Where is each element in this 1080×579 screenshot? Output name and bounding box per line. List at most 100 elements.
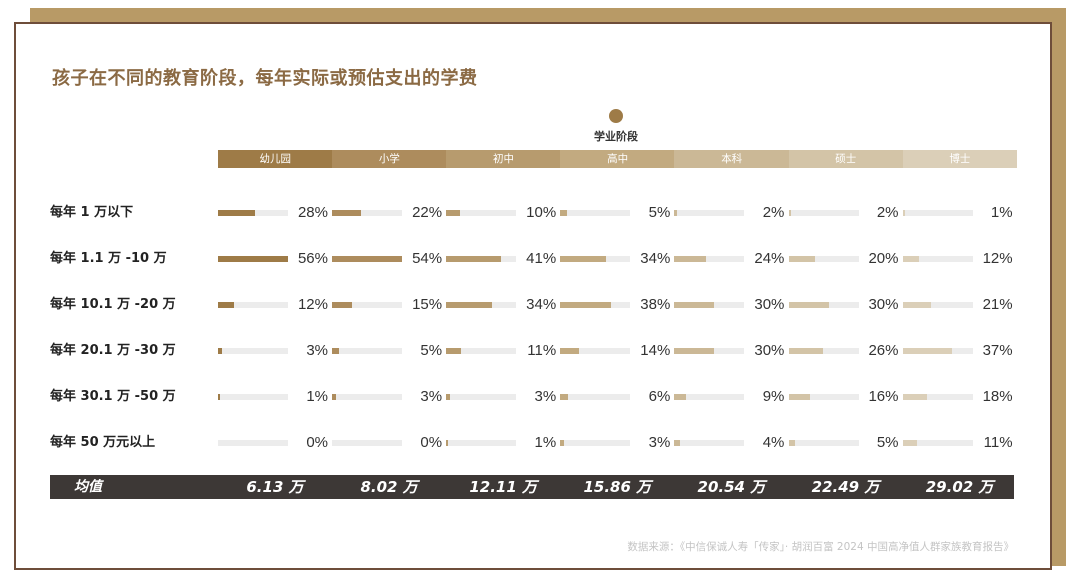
value-label: 3% [516, 387, 557, 407]
bar-track [560, 210, 671, 216]
value-label: 22% [402, 203, 443, 223]
bar-track [674, 302, 785, 308]
row-label: 每年 30.1 万 -50 万 [50, 389, 176, 404]
bar [446, 302, 492, 308]
bar [446, 348, 461, 354]
value-label: 5% [630, 203, 671, 223]
bar [674, 210, 678, 216]
value-label: 30% [744, 295, 785, 315]
value-label: 3% [288, 341, 328, 361]
bar [560, 302, 611, 308]
bar-track [446, 440, 557, 446]
value-label: 20% [858, 249, 899, 269]
bar-track [902, 302, 1013, 308]
value-label: 4% [744, 433, 785, 453]
bar-track [674, 440, 785, 446]
value-label: 3% [402, 387, 443, 407]
value-label: 56% [288, 249, 328, 269]
bar-track [560, 302, 671, 308]
bar [446, 440, 449, 446]
bar [218, 394, 220, 400]
bar-track [902, 256, 1013, 262]
bar [332, 394, 337, 400]
value-label: 26% [858, 341, 899, 361]
value-label: 6% [630, 387, 671, 407]
row-label: 每年 1 万以下 [50, 205, 134, 220]
value-label: 37% [972, 341, 1013, 361]
bar [788, 348, 824, 354]
bar-track [560, 394, 671, 400]
bar-track [218, 302, 328, 308]
row-label: 每年 20.1 万 -30 万 [50, 343, 176, 358]
bar-track [218, 256, 328, 262]
average-value: 22.49 万 [811, 478, 880, 496]
bar-track [788, 302, 899, 308]
bar [902, 348, 952, 354]
bar-track [902, 440, 1013, 446]
value-label: 1% [972, 203, 1013, 223]
stage-header-4: 高中 [560, 150, 675, 168]
bar-track [788, 256, 899, 262]
bar-track [788, 348, 899, 354]
average-value: 12.11 万 [469, 478, 538, 496]
bar-track [674, 210, 785, 216]
bar [332, 210, 362, 216]
bar-track [674, 394, 785, 400]
bar-track [788, 210, 899, 216]
bar-track [674, 256, 785, 262]
bar [560, 348, 579, 354]
bar [788, 210, 792, 216]
bar [332, 256, 405, 262]
bar [902, 394, 927, 400]
bar-track [446, 394, 557, 400]
value-label: 34% [630, 249, 671, 269]
bar [560, 394, 569, 400]
value-label: 2% [744, 203, 785, 223]
value-label: 21% [972, 295, 1013, 315]
value-label: 0% [402, 433, 443, 453]
bar [446, 256, 501, 262]
bar [788, 394, 810, 400]
bar-track [560, 348, 671, 354]
average-value: 6.13 万 [246, 478, 304, 496]
value-label: 12% [288, 295, 328, 315]
value-label: 2% [858, 203, 899, 223]
value-label: 16% [858, 387, 899, 407]
bar-track [560, 256, 671, 262]
bar-track [332, 348, 443, 354]
average-value: 8.02 万 [360, 478, 418, 496]
bar-track [218, 394, 328, 400]
bar-track [332, 256, 443, 262]
value-label: 28% [288, 203, 328, 223]
value-label: 11% [516, 341, 557, 361]
bar [446, 394, 451, 400]
bar [902, 302, 931, 308]
value-label: 0% [288, 433, 328, 453]
legend-marker [609, 109, 623, 123]
value-label: 3% [630, 433, 671, 453]
bar-track [446, 210, 557, 216]
bar [218, 256, 293, 262]
bar-track [902, 394, 1013, 400]
stage-header-1: 幼儿园 [218, 150, 333, 168]
value-label: 12% [972, 249, 1013, 269]
bar-track [446, 256, 557, 262]
bar-track [332, 210, 443, 216]
bar [674, 256, 707, 262]
value-label: 38% [630, 295, 671, 315]
bar [788, 302, 829, 308]
bar-track [788, 440, 899, 446]
bar [788, 256, 816, 262]
value-label: 18% [972, 387, 1013, 407]
row-label: 每年 1.1 万 -10 万 [50, 251, 167, 266]
bar [902, 210, 905, 216]
value-label: 11% [972, 433, 1013, 453]
value-label: 30% [744, 341, 785, 361]
bar-track [332, 440, 443, 446]
bar [902, 440, 918, 446]
value-label: 15% [402, 295, 443, 315]
bar-track [902, 210, 1013, 216]
value-label: 1% [288, 387, 328, 407]
bar-track [446, 348, 557, 354]
bar-track [332, 302, 443, 308]
